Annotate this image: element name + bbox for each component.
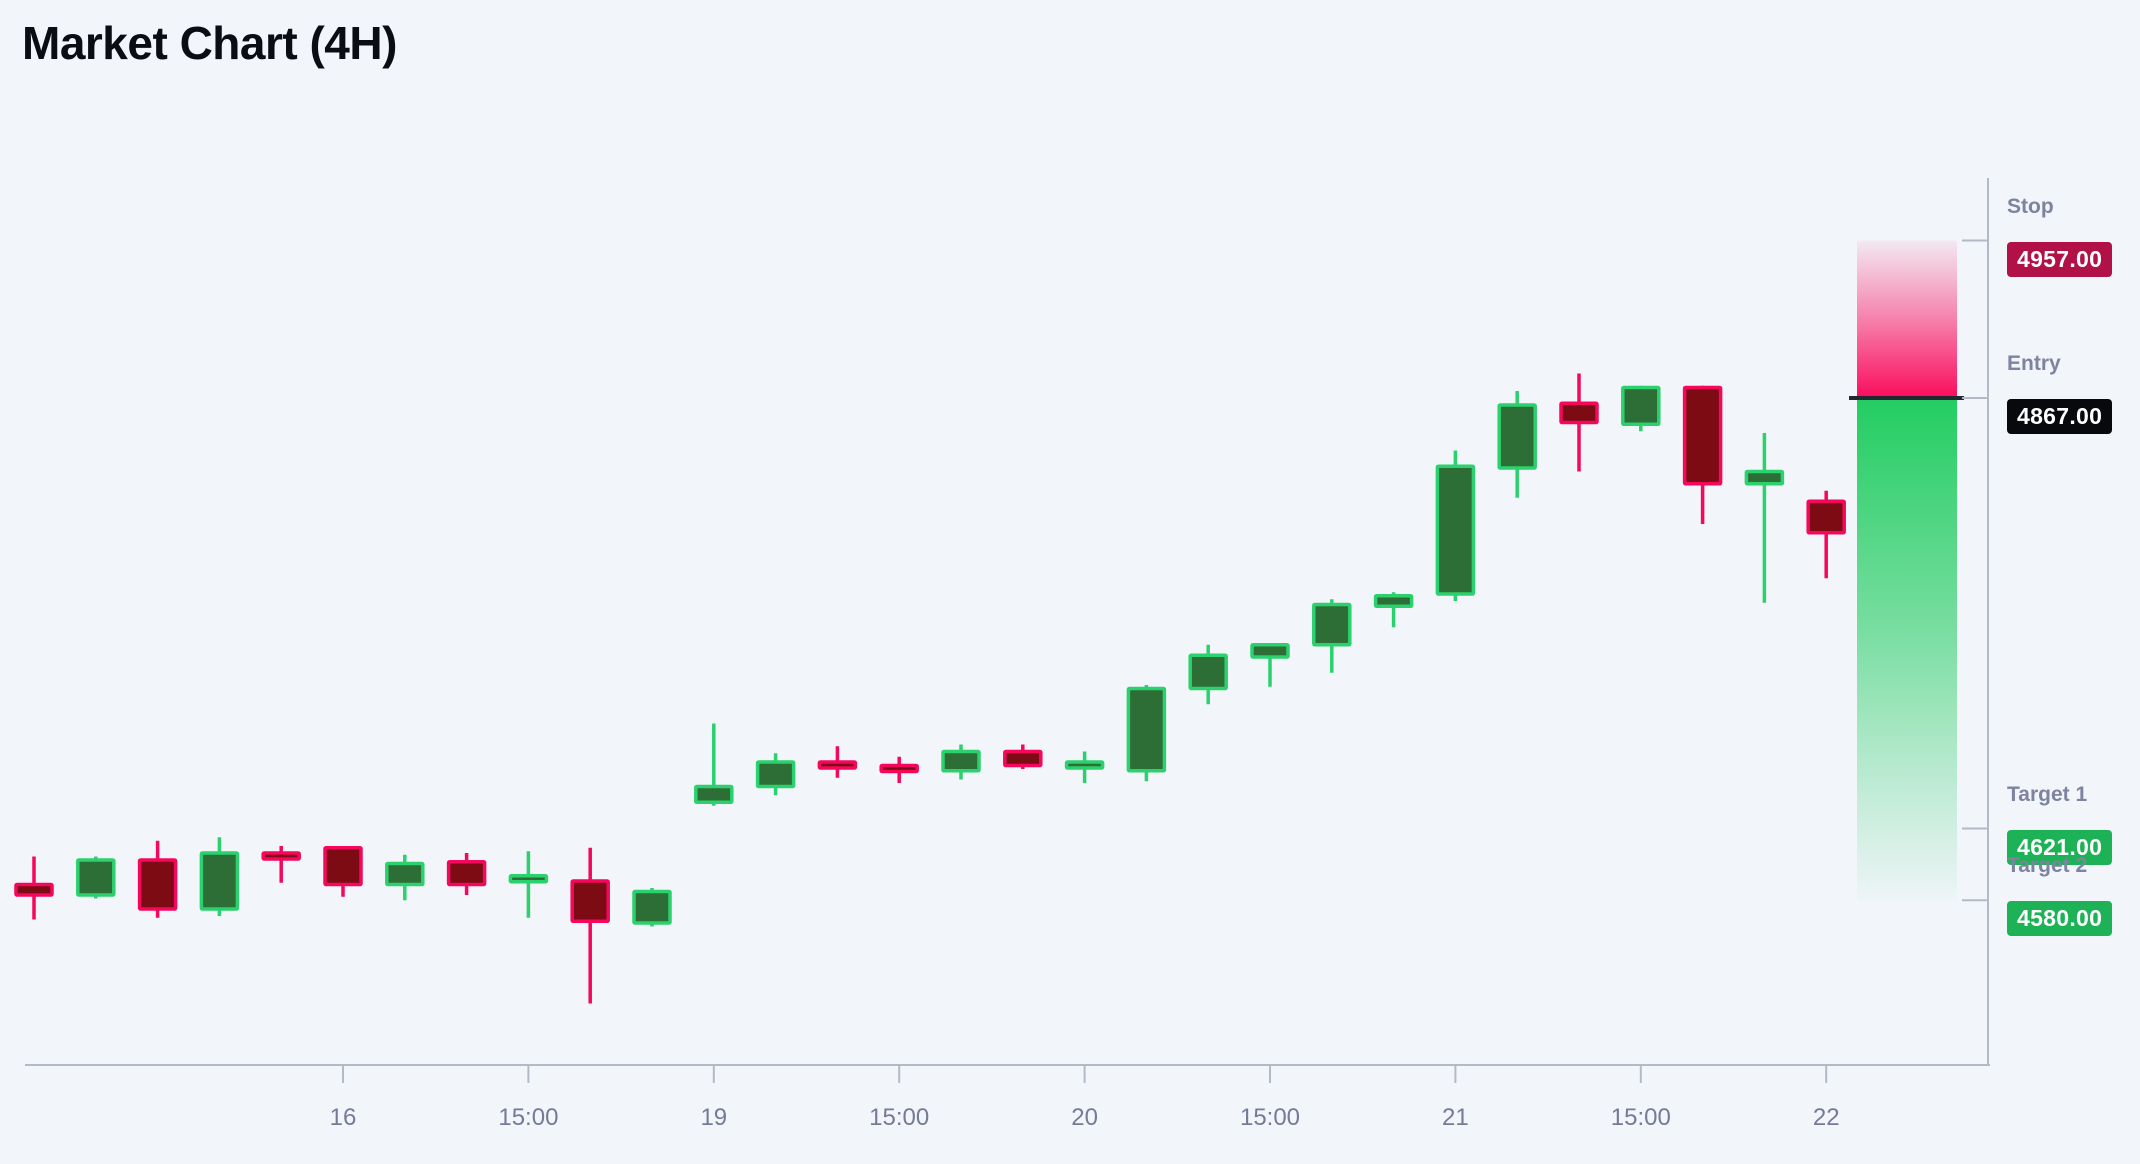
candle-bear xyxy=(1806,490,1846,579)
x-axis-tick-label: 21 xyxy=(1442,1104,1469,1131)
candle-bear xyxy=(570,847,610,1004)
x-axis-tick-label: 22 xyxy=(1813,1104,1840,1131)
candle-bull xyxy=(1188,644,1228,705)
x-axis-tick-label: 15:00 xyxy=(1611,1104,1671,1131)
candle-bull xyxy=(1312,599,1352,673)
candle-bull xyxy=(1744,433,1785,603)
candle-bull xyxy=(1435,450,1476,601)
x-axis-tick-label: 20 xyxy=(1071,1104,1098,1131)
candle-bull xyxy=(694,723,734,806)
candle-bull xyxy=(1497,391,1537,498)
level-target1-label: Target 1 xyxy=(2007,782,2088,806)
x-axis-tick-label: 15:00 xyxy=(498,1104,558,1131)
candle-bear xyxy=(817,746,858,778)
level-stop: Stop 4957.00 xyxy=(2007,194,2140,277)
candle-bear xyxy=(1682,385,1723,524)
candle-bull xyxy=(632,888,672,927)
x-axis-tick-label: 16 xyxy=(330,1104,357,1131)
level-target2-label: Target 2 xyxy=(2007,854,2088,878)
level-target2-badge: 4580.00 xyxy=(2007,901,2113,937)
candle-bear xyxy=(446,853,487,895)
candle-bull xyxy=(385,854,425,901)
level-stop-label: Stop xyxy=(2007,194,2054,218)
candle-bear xyxy=(1559,373,1599,472)
candle-bear xyxy=(137,840,178,918)
level-target1-badge: 4621.00 xyxy=(2007,829,2113,865)
level-target1: Target 1 4621.00 xyxy=(2007,782,2140,865)
candle-bull xyxy=(755,753,796,796)
chart-title: Market Chart (4H) xyxy=(22,17,397,69)
candle-bull xyxy=(76,856,116,899)
risk-zone xyxy=(1857,240,1957,398)
level-entry-label: Entry xyxy=(2007,352,2061,375)
candle-bull xyxy=(1126,685,1167,782)
candle-bear xyxy=(323,846,363,897)
level-stop-badge: 4957.00 xyxy=(2007,241,2113,277)
x-axis-tick-label: 15:00 xyxy=(869,1104,929,1131)
candle-bull xyxy=(508,851,549,918)
candle-bear xyxy=(261,846,301,883)
level-entry: Entry 4867.00 xyxy=(2007,351,2140,434)
candle-bull xyxy=(199,837,240,916)
x-axis-tick-label: 15:00 xyxy=(1240,1104,1300,1131)
candle-bull xyxy=(1250,643,1290,687)
candle-bull xyxy=(1064,751,1105,783)
level-target2: Target 2 4580.00 xyxy=(2007,853,2140,937)
candle-bear xyxy=(1003,744,1043,769)
candle-bull xyxy=(941,744,981,780)
candle-bear xyxy=(879,756,919,783)
level-entry-badge: 4867.00 xyxy=(2007,399,2113,434)
candle-bull xyxy=(1373,592,1414,628)
reward-zone xyxy=(1857,398,1957,901)
candle-bull xyxy=(1621,385,1661,432)
candle-bear xyxy=(14,856,54,920)
x-axis-tick-label: 19 xyxy=(700,1104,727,1131)
